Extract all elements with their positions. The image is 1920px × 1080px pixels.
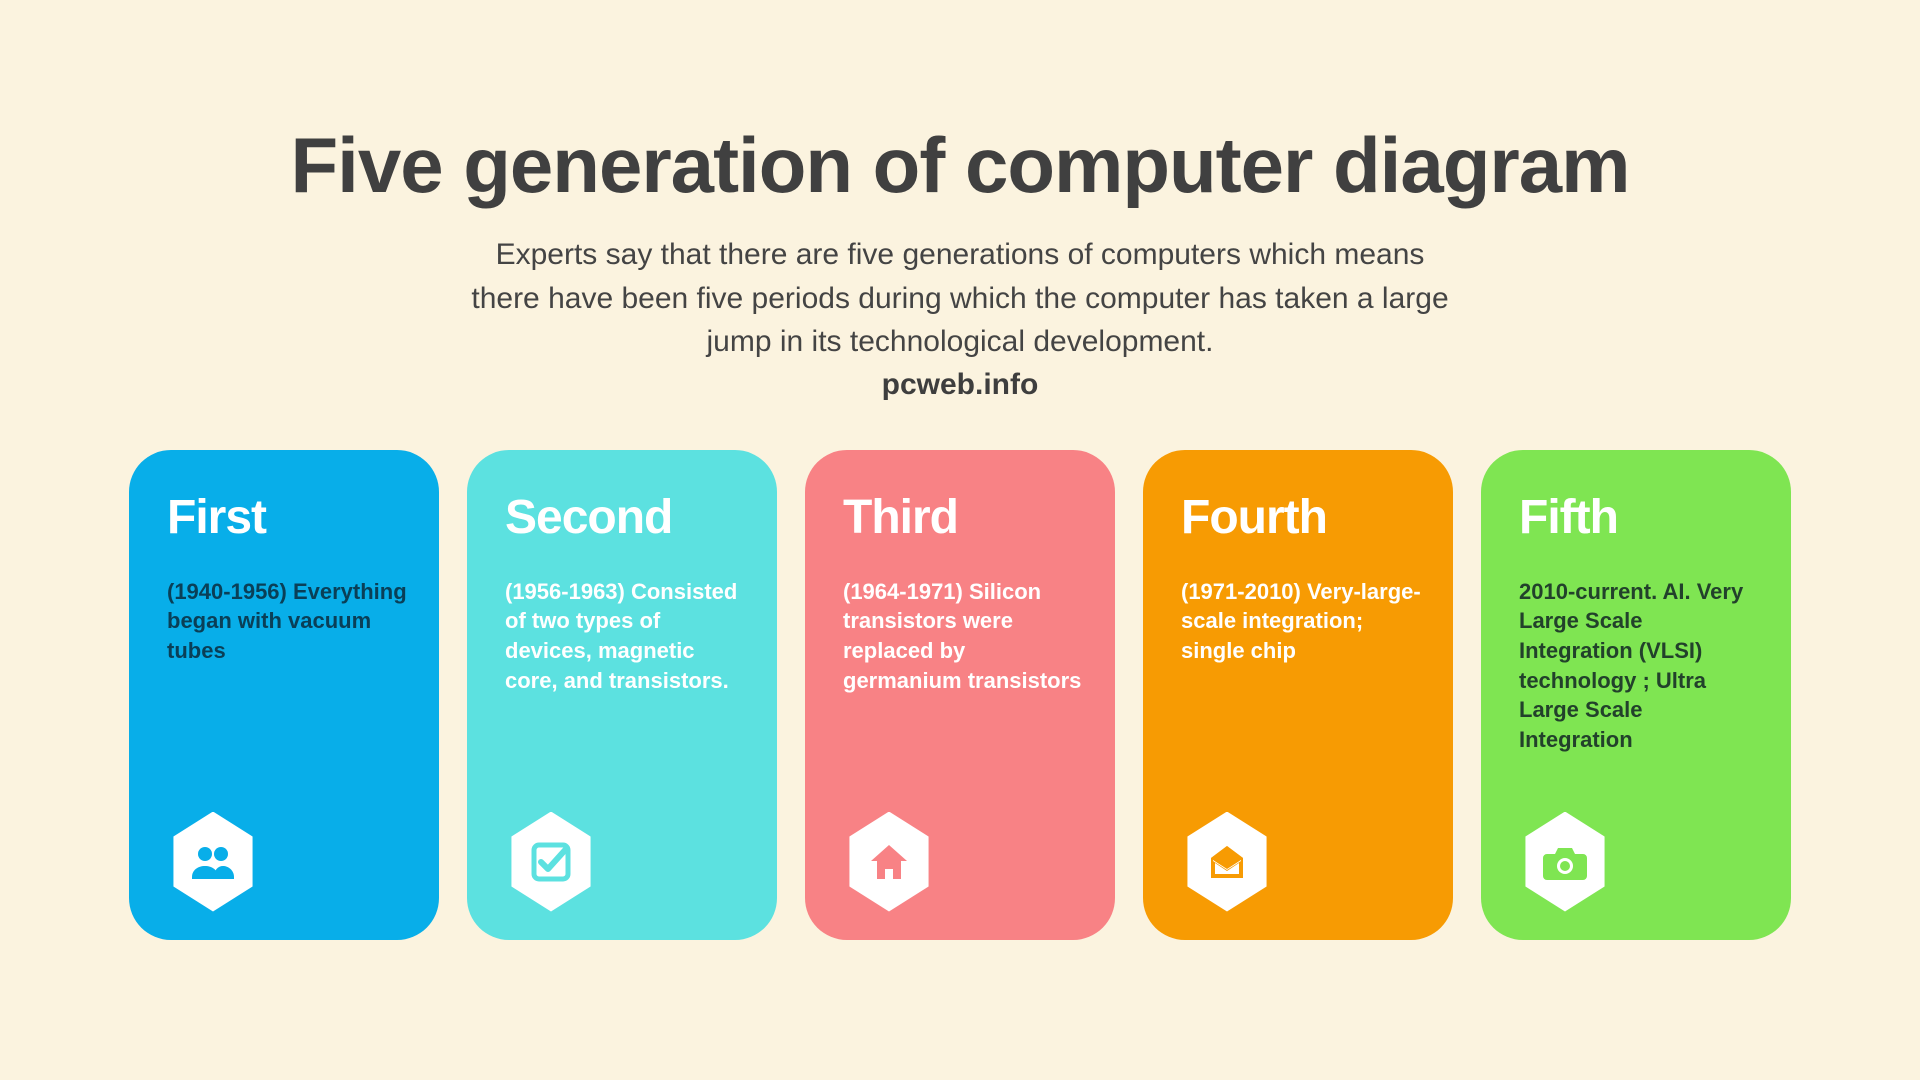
people-icon — [190, 845, 236, 879]
checkbox-icon — [530, 841, 572, 883]
envelope-icon — [1207, 844, 1247, 880]
card-title: Fourth — [1181, 490, 1421, 545]
card-body: (1940-1956) Everything began with vacuum… — [167, 577, 407, 666]
hexagon — [1181, 812, 1273, 912]
card-body: (1956-1963) Consisted of two types of de… — [505, 577, 745, 696]
hexagon — [167, 812, 259, 912]
card-third: Third (1964-1971) Silicon transistors we… — [805, 450, 1115, 940]
hexagon — [843, 812, 935, 912]
card-title: Third — [843, 490, 1083, 545]
card-fifth: Fifth 2010-current. AI. Very Large Scale… — [1481, 450, 1791, 940]
card-icon-wrap — [167, 812, 259, 912]
card-icon-wrap — [1519, 812, 1611, 912]
home-icon — [869, 843, 909, 881]
card-body: (1964-1971) Silicon transistors were rep… — [843, 577, 1083, 696]
card-body: (1971-2010) Very-large-scale integration… — [1181, 577, 1421, 666]
card-icon-wrap — [1181, 812, 1273, 912]
card-icon-wrap — [843, 812, 935, 912]
card-fourth: Fourth (1971-2010) Very-large-scale inte… — [1143, 450, 1453, 940]
card-title: Fifth — [1519, 490, 1759, 545]
card-second: Second (1956-1963) Consisted of two type… — [467, 450, 777, 940]
hexagon — [1519, 812, 1611, 912]
camera-icon — [1543, 844, 1587, 880]
card-body: 2010-current. AI. Very Large Scale Integ… — [1519, 577, 1759, 755]
page-title: Five generation of computer diagram — [291, 120, 1630, 211]
page-source: pcweb.info — [882, 368, 1039, 402]
card-icon-wrap — [505, 812, 597, 912]
card-title: Second — [505, 490, 745, 545]
card-first: First (1940-1956) Everything began with … — [129, 450, 439, 940]
page: Five generation of computer diagram Expe… — [0, 0, 1920, 1080]
card-title: First — [167, 490, 407, 545]
hexagon — [505, 812, 597, 912]
page-subtitle: Experts say that there are five generati… — [460, 233, 1460, 364]
cards-row: First (1940-1956) Everything began with … — [100, 450, 1820, 940]
